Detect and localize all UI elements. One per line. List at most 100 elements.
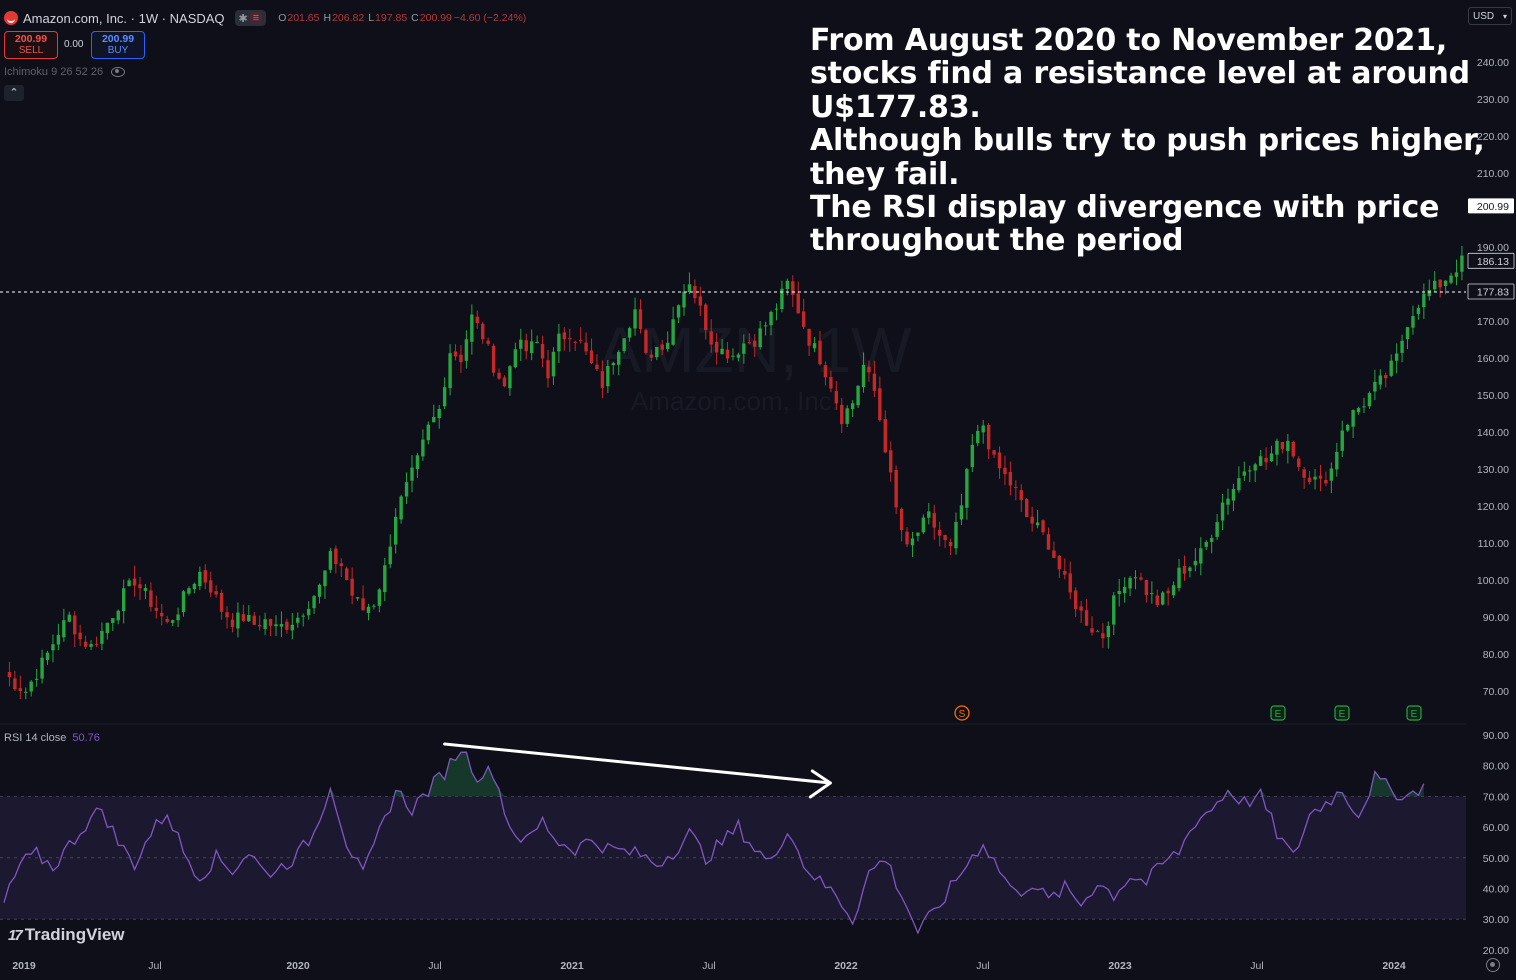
candle-body (878, 388, 882, 421)
candle-body (1438, 279, 1442, 288)
candle (1204, 540, 1208, 551)
candle-body (1003, 467, 1007, 475)
candle-body (600, 371, 605, 388)
candle-body (910, 538, 915, 546)
candle (578, 327, 583, 344)
candle-body (617, 351, 621, 365)
candle-body (606, 366, 610, 387)
candle (595, 354, 599, 371)
candle (714, 333, 719, 365)
candle (453, 344, 458, 361)
candle (502, 375, 507, 388)
candle (948, 538, 953, 556)
candle (241, 604, 246, 623)
price-tick-label: 190.00 (1477, 242, 1509, 254)
candle (1215, 513, 1219, 540)
candle (644, 328, 648, 355)
candle-body (796, 293, 800, 314)
candle-body (823, 365, 828, 378)
buy-button[interactable]: 200.99 BUY (91, 31, 145, 59)
candle (1335, 442, 1339, 477)
rsi-tick-label: 30.00 (1483, 914, 1509, 926)
candle (18, 675, 23, 699)
settings-icon[interactable] (1486, 958, 1500, 972)
candle-body (818, 340, 822, 365)
candle-body (345, 568, 349, 581)
sell-button[interactable]: 200.99 SELL (4, 31, 58, 59)
candle-body (867, 366, 871, 373)
candle (1117, 578, 1121, 607)
candle (1433, 271, 1437, 292)
candle-body (557, 333, 561, 352)
candle (497, 368, 501, 380)
candle (274, 615, 278, 637)
indicator-visibility-pill[interactable]: ✱ ≡ (234, 10, 267, 26)
candle-body (1433, 280, 1437, 290)
candle (1155, 589, 1159, 608)
symbol-header: Amazon.com, Inc. · 1W · NASDAQ ✱ ≡ O201.… (4, 8, 526, 28)
candle-body (1073, 590, 1078, 610)
candle-body (1063, 571, 1067, 575)
candle-body (1449, 275, 1453, 283)
time-tick-label: Jul (976, 960, 989, 972)
candle-body (1302, 469, 1306, 478)
price-axis[interactable]: 240.00 230.00 220.00 210.00 190.00 170.00 160.… (1467, 57, 1515, 698)
candle-body (1394, 353, 1399, 361)
candle (1052, 541, 1056, 559)
tradingview-logo[interactable]: 17 TradingView (8, 925, 125, 945)
candle (410, 455, 414, 493)
eye-icon[interactable] (111, 67, 126, 77)
candle (459, 344, 463, 374)
candle (1090, 616, 1094, 636)
candle-body (410, 467, 414, 481)
candle-body (453, 351, 458, 357)
candle-body (268, 618, 273, 626)
symbol-title[interactable]: Amazon.com, Inc. · 1W · NASDAQ (23, 10, 225, 26)
candle-body (160, 612, 164, 617)
candle (1008, 461, 1013, 496)
candle (323, 570, 327, 599)
currency-select[interactable]: USD ▾ (1468, 7, 1512, 25)
candles[interactable] (7, 245, 1464, 700)
candle-body (578, 340, 583, 342)
ichimoku-indicator[interactable]: Ichimoku 9 26 52 26 (4, 66, 126, 78)
annotation-line: throughout the period (810, 223, 1184, 259)
candle (1411, 305, 1415, 335)
candle-body (753, 340, 757, 347)
candle-body (872, 373, 877, 391)
candle-body (415, 455, 420, 470)
candle-body (203, 570, 207, 583)
time-tick-label: Jul (148, 960, 161, 972)
candle (513, 342, 518, 369)
collapse-indicators-button[interactable]: ⌃ (4, 85, 24, 101)
candle-body (1275, 440, 1279, 455)
rsi-indicator-label[interactable]: RSI 14 close 50.76 (4, 732, 100, 744)
candle-body (486, 340, 490, 344)
candle-body (916, 532, 920, 536)
candle-body (1389, 360, 1393, 376)
candle-body (1182, 566, 1187, 574)
candle-body (1411, 316, 1415, 328)
rsi-line[interactable] (3, 751, 1425, 935)
candle-body (383, 565, 387, 593)
candle (1405, 326, 1410, 350)
candle-body (399, 496, 403, 520)
time-axis[interactable]: 2019 Jul 2020 Jul 2021 Jul 2022 Jul 2023 Jul 2024 (12, 960, 1406, 972)
candle (51, 634, 55, 663)
candle (56, 623, 61, 651)
candle (1106, 621, 1111, 649)
rsi-value: 50.76 (72, 732, 100, 744)
candle (546, 349, 550, 388)
candle (1253, 462, 1257, 483)
rsi-axis[interactable]: 90.00 80.00 70.00 60.00 50.00 40.00 30.00 20.00 (1483, 730, 1509, 957)
candle-body (448, 353, 452, 389)
candle (105, 622, 110, 640)
candle (1139, 572, 1143, 581)
earnings-event-icon: E (1270, 705, 1286, 721)
candle (339, 558, 343, 578)
candle-body (1443, 280, 1448, 287)
candle (758, 320, 762, 350)
price-tag-resistance: 177.83 (1467, 283, 1515, 300)
